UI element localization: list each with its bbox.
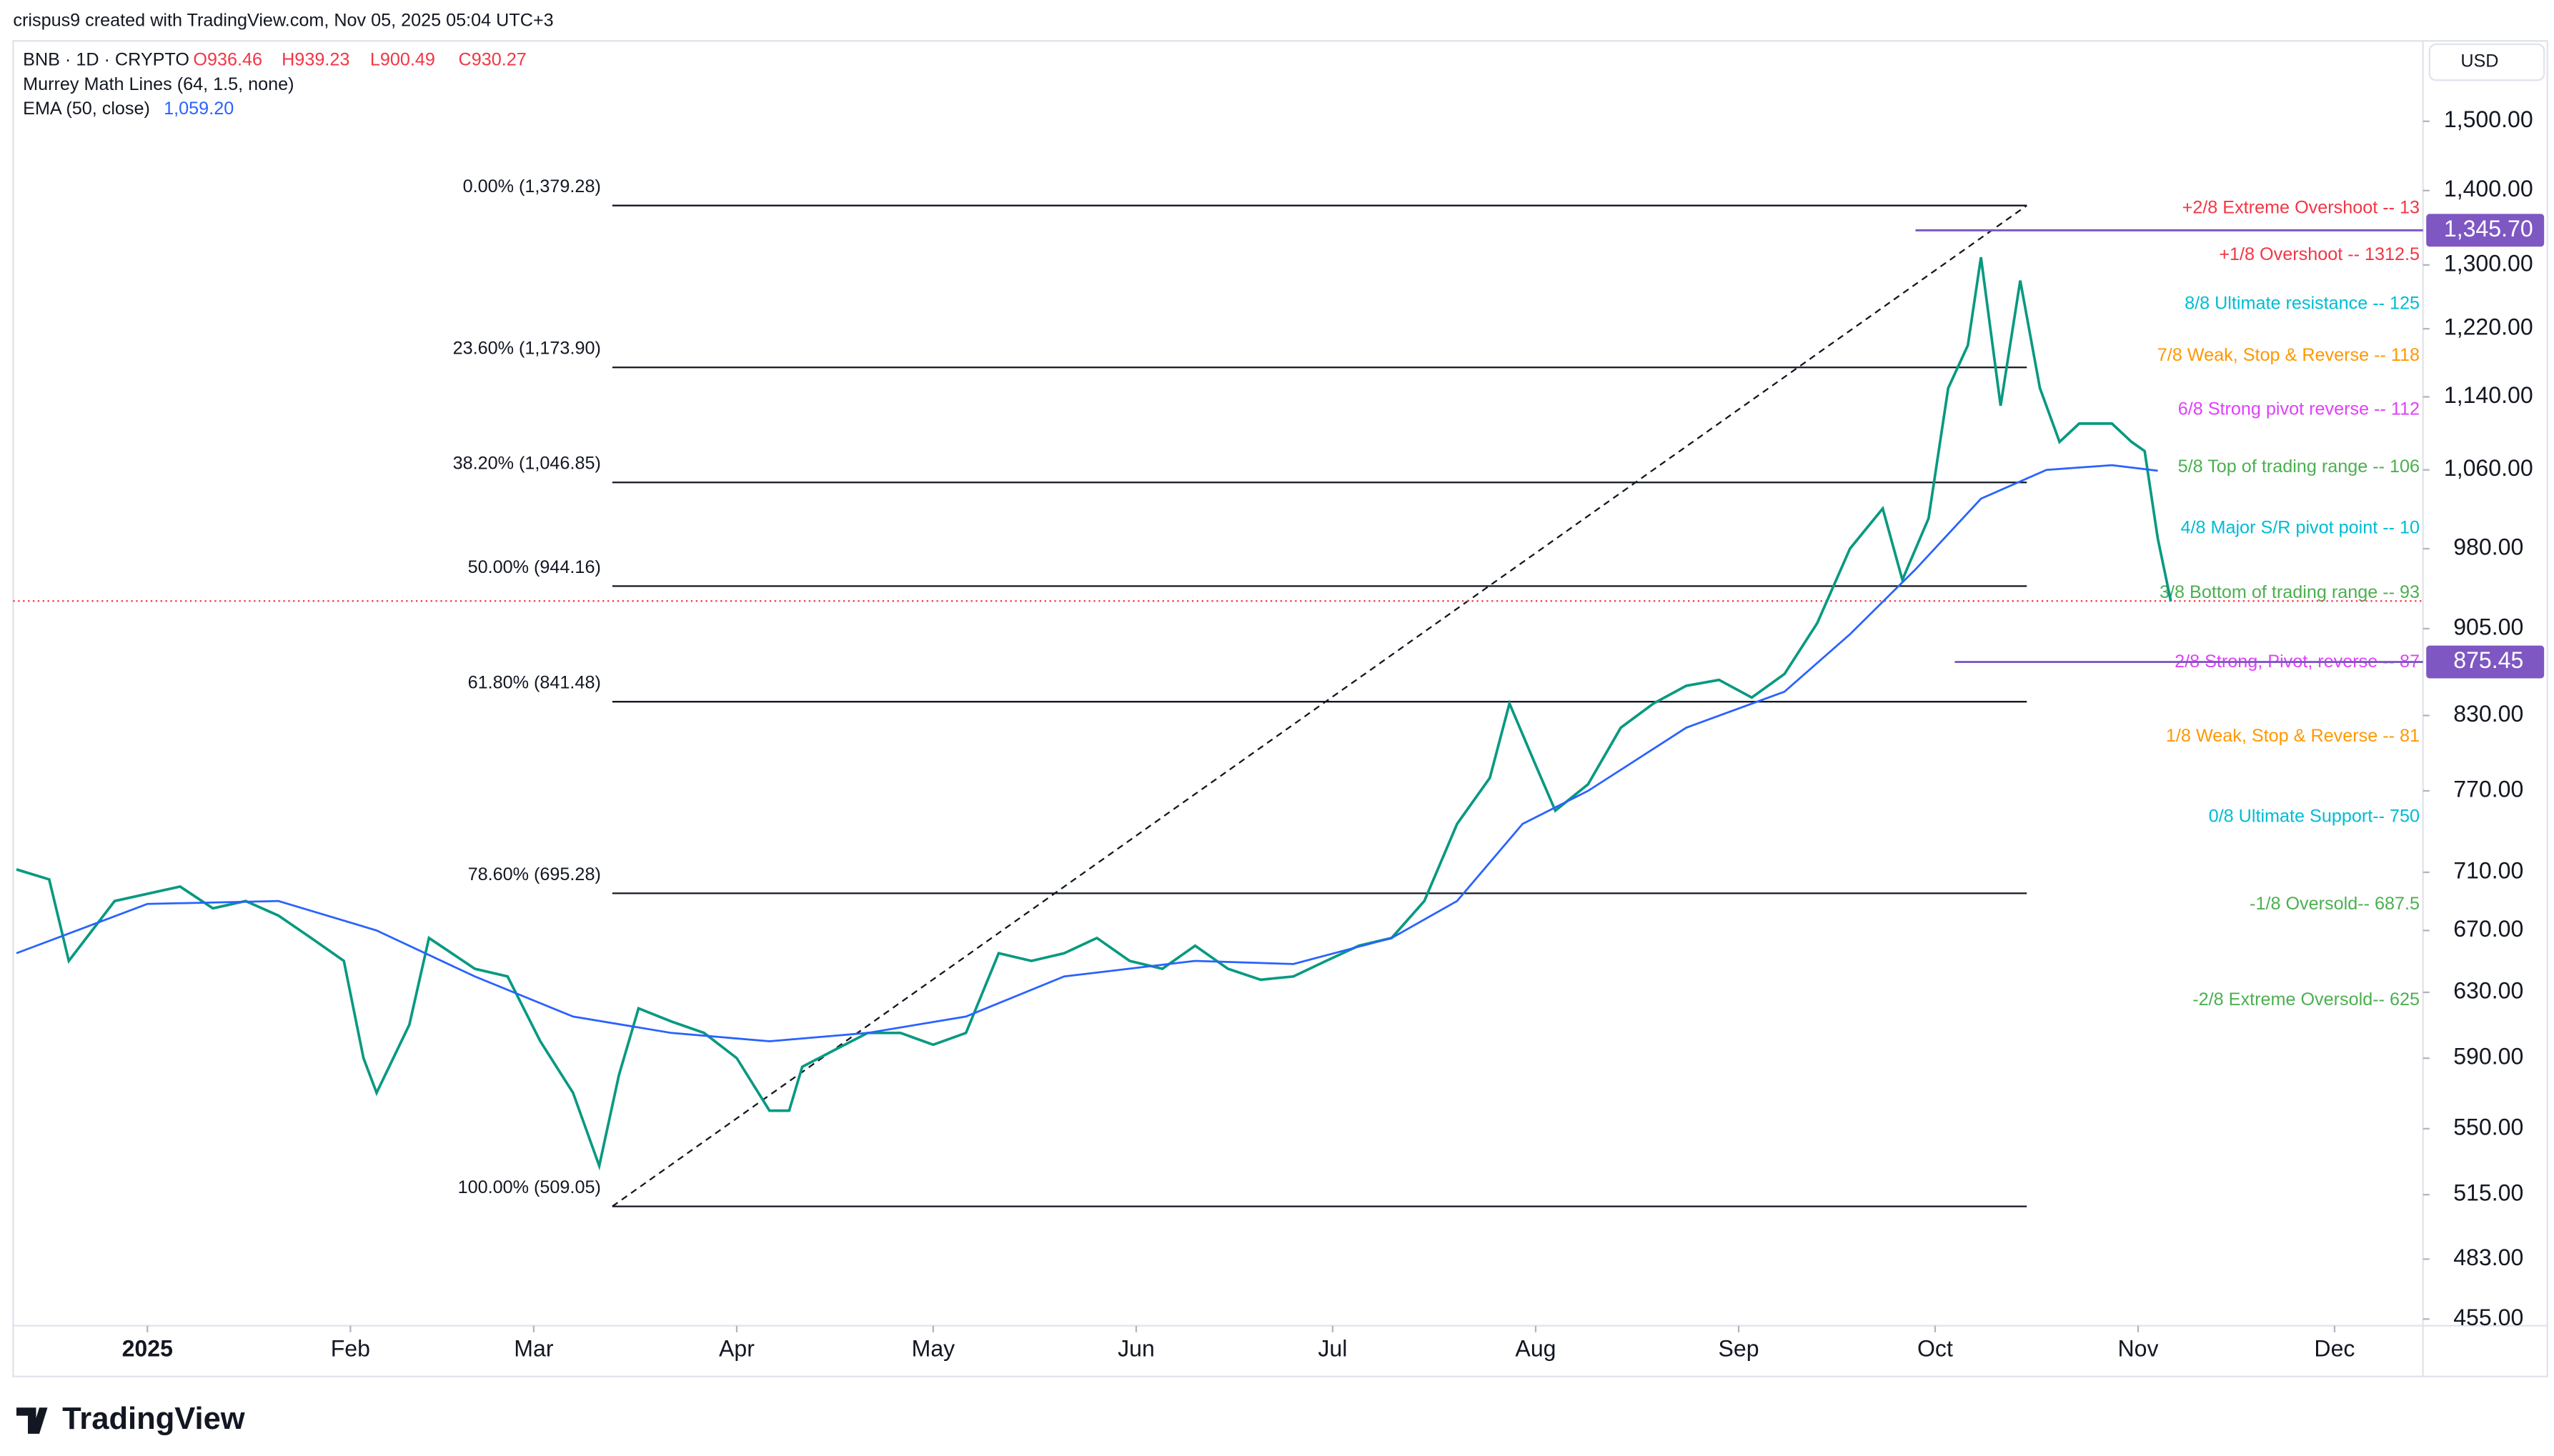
murrey-label: 4/8 Major S/R pivot point -- 10: [2180, 517, 2420, 537]
x-tick-label: 2025: [122, 1335, 173, 1361]
murrey-label: 6/8 Strong pivot reverse -- 112: [2178, 399, 2420, 419]
y-tick-label: 905.00: [2453, 614, 2523, 639]
price-line: [16, 256, 2172, 1171]
attribution: crispus9 created with TradingView.com, N…: [13, 10, 553, 30]
x-tick-label: Jun: [1118, 1335, 1155, 1361]
fib-label: 0.00% (1,379.28): [463, 176, 601, 196]
fib-label: 100.00% (509.05): [458, 1177, 601, 1197]
fib-label: 23.60% (1,173.90): [453, 339, 601, 359]
murrey-label: 1/8 Weak, Stop & Reverse -- 81: [2166, 726, 2420, 746]
x-tick-label: Aug: [1515, 1335, 1556, 1361]
y-tick-label: 1,300.00: [2444, 250, 2533, 276]
ema-value: 1,059.20: [164, 99, 234, 119]
y-tick-label: 590.00: [2453, 1044, 2523, 1069]
x-tick-label: Sep: [1719, 1335, 1759, 1361]
frame: [12, 40, 2548, 1377]
logo[interactable]: TradingView: [16, 1402, 245, 1436]
logo-text: TradingView: [62, 1402, 245, 1436]
ema-line: [16, 464, 2158, 1042]
murrey-label: -2/8 Extreme Oversold-- 625: [2192, 989, 2420, 1009]
murrey-label: -1/8 Oversold-- 687.5: [2250, 894, 2420, 914]
y-tick-label: 1,140.00: [2444, 382, 2533, 408]
low: L900.49: [370, 49, 435, 69]
y-tick-label: 483.00: [2453, 1245, 2523, 1270]
murrey-label: +2/8 Extreme Overshoot -- 13: [2182, 198, 2420, 218]
y-tick-label: 1,220.00: [2444, 314, 2533, 340]
y-tick-label: 830.00: [2453, 701, 2523, 727]
close: C930.27: [459, 49, 527, 69]
y-tick-label: 455.00: [2453, 1305, 2523, 1330]
price-badge-label: 1,345.70: [2444, 216, 2533, 241]
y-tick-label: 550.00: [2453, 1114, 2523, 1140]
price-badge: [2426, 645, 2545, 679]
open: O936.46: [193, 49, 262, 69]
fib-trend-line: [612, 204, 2027, 1207]
x-tick-label: Jul: [1318, 1335, 1347, 1361]
y-tick-label: 630.00: [2453, 977, 2523, 1003]
y-tick-label: 1,400.00: [2444, 176, 2533, 201]
x-tick-label: Feb: [331, 1335, 370, 1361]
murrey-label: 5/8 Top of trading range -- 106: [2178, 457, 2420, 477]
murrey-label: 3/8 Bottom of trading range -- 93: [2160, 582, 2420, 602]
price-badge: [2426, 214, 2545, 247]
x-tick-label: Nov: [2118, 1335, 2159, 1361]
y-tick-label: 770.00: [2453, 776, 2523, 802]
y-tick-label: 1,500.00: [2444, 106, 2533, 132]
indicator[interactable]: Murrey Math Lines (64, 1.5, none): [23, 74, 294, 94]
x-tick-label: Mar: [514, 1335, 554, 1361]
x-tick-label: Dec: [2314, 1335, 2355, 1361]
y-tick-label: 670.00: [2453, 916, 2523, 942]
fib-label: 38.20% (1,046.85): [453, 454, 601, 474]
murrey-label: 7/8 Weak, Stop & Reverse -- 118: [2157, 345, 2420, 365]
ema-legend[interactable]: EMA (50, close): [23, 99, 150, 119]
murrey-label: 8/8 Ultimate resistance -- 125: [2185, 294, 2420, 314]
price-badge-label: 875.45: [2453, 647, 2523, 673]
x-tick-label: Oct: [1917, 1335, 1953, 1361]
y-tick-label: 710.00: [2453, 857, 2523, 883]
murrey-label: 0/8 Ultimate Support-- 750: [2209, 807, 2420, 827]
fib-label: 50.00% (944.16): [468, 557, 601, 577]
y-tick-label: 980.00: [2453, 534, 2523, 559]
y-tick-label: 515.00: [2453, 1180, 2523, 1206]
symbol: BNB · 1D · CRYPTO: [23, 49, 189, 69]
currency-button[interactable]: [2428, 43, 2545, 81]
logo-mark: [16, 1407, 48, 1434]
high: H939.23: [282, 49, 349, 69]
currency[interactable]: USD: [2460, 51, 2498, 71]
x-tick-label: Apr: [719, 1335, 755, 1361]
y-tick-label: 1,060.00: [2444, 455, 2533, 481]
x-tick-label: May: [912, 1335, 955, 1361]
fib-label: 78.60% (695.28): [468, 864, 601, 884]
murrey-label: +1/8 Overshoot -- 1312.5: [2219, 244, 2420, 264]
fib-label: 61.80% (841.48): [468, 673, 601, 693]
